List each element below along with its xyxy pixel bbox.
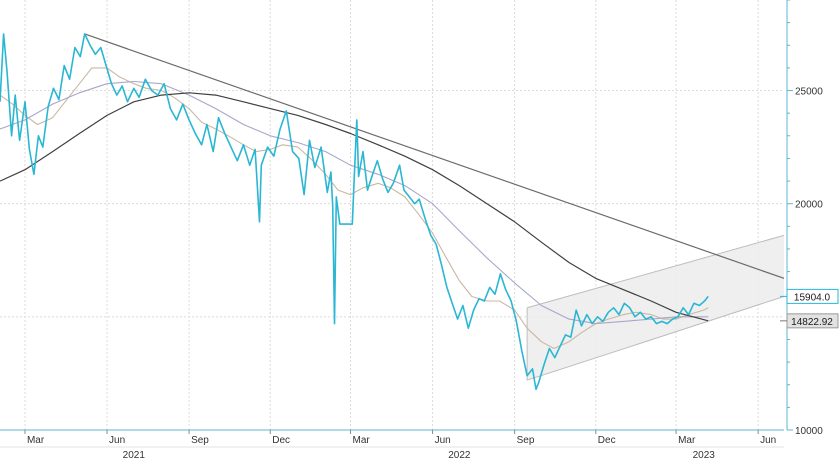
- x-year-label: 2022: [448, 450, 471, 461]
- last-value-label: 14822.92: [791, 317, 833, 328]
- last-value-badges: 15904.0 14822.92: [780, 288, 839, 329]
- x-tick-label: Sep: [517, 435, 535, 446]
- series-group: [0, 33, 709, 391]
- x-year-label: 2023: [693, 450, 716, 461]
- y-tick-label: 20000: [795, 200, 823, 211]
- x-tick-label: Mar: [27, 435, 45, 446]
- y-axis: 10000 20000 25000: [786, 0, 823, 437]
- x-axis: Mar Jun Sep Dec Mar Jun Sep Dec Mar Jun 2021 2022 20…: [0, 429, 784, 461]
- x-tick-label: Sep: [191, 435, 209, 446]
- series-ma-long-line: [0, 92, 709, 322]
- channel-upper-line: [526, 234, 785, 309]
- y-tick-label: 25000: [795, 87, 823, 98]
- x-tick-label: Mar: [353, 435, 371, 446]
- series-price-line: [0, 33, 709, 391]
- x-tick-label: Jun: [435, 435, 451, 446]
- y-tick-label: 10000: [795, 426, 823, 437]
- x-tick-label: Mar: [678, 435, 696, 446]
- series-ma-mid-line: [0, 80, 709, 325]
- x-year-label: 2021: [123, 450, 146, 461]
- channel-band: [527, 235, 784, 381]
- x-tick-label: Jun: [109, 435, 125, 446]
- series-ma-short-line: [0, 67, 709, 350]
- x-tick-label: Jun: [760, 435, 776, 446]
- trendline-group: [84, 33, 785, 279]
- resistance-trendline: [84, 33, 785, 279]
- channel-lower-line: [526, 295, 785, 381]
- x-tick-label: Dec: [598, 435, 616, 446]
- price-channel: [526, 234, 785, 381]
- last-value-label: 15904.0: [794, 292, 831, 303]
- x-tick-label: Dec: [272, 435, 290, 446]
